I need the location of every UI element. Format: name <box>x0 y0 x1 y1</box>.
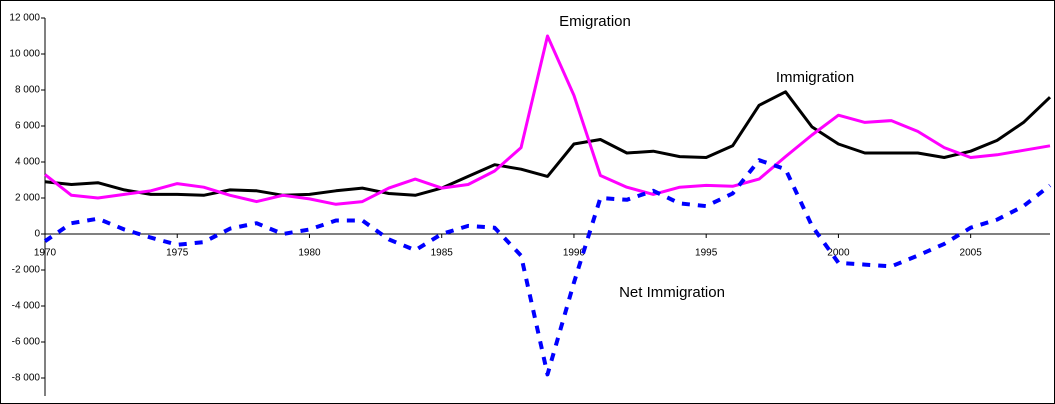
series-label: Immigration <box>776 69 854 86</box>
y-tick-label: 0 <box>34 229 40 240</box>
x-tick-label: 1975 <box>166 248 189 259</box>
y-tick-label: -8 000 <box>12 373 41 384</box>
series-line <box>43 158 1052 377</box>
y-tick-label: 10 000 <box>9 49 40 60</box>
y-tick-label: 2 000 <box>15 193 40 204</box>
x-tick-label: 2005 <box>960 248 983 259</box>
x-tick-label: 2000 <box>827 248 850 259</box>
y-tick-label: -6 000 <box>12 337 41 348</box>
series-line <box>44 34 1051 206</box>
series-line <box>44 90 1052 197</box>
y-tick-label: 8 000 <box>15 85 40 96</box>
y-tick-label: 4 000 <box>15 157 40 168</box>
x-tick-label: 1995 <box>695 248 718 259</box>
y-tick-label: -4 000 <box>12 301 41 312</box>
x-tick-label: 1970 <box>34 248 57 259</box>
y-tick-label: -2 000 <box>12 265 41 276</box>
x-tick-label: 1985 <box>431 248 454 259</box>
y-tick-label: 6 000 <box>15 121 40 132</box>
x-tick-label: 1980 <box>298 248 321 259</box>
y-tick-label: 12 000 <box>9 13 40 24</box>
x-tick-label: 1990 <box>563 248 586 259</box>
series-label: Net Immigration <box>619 284 725 301</box>
series-label: Emigration <box>559 13 631 30</box>
